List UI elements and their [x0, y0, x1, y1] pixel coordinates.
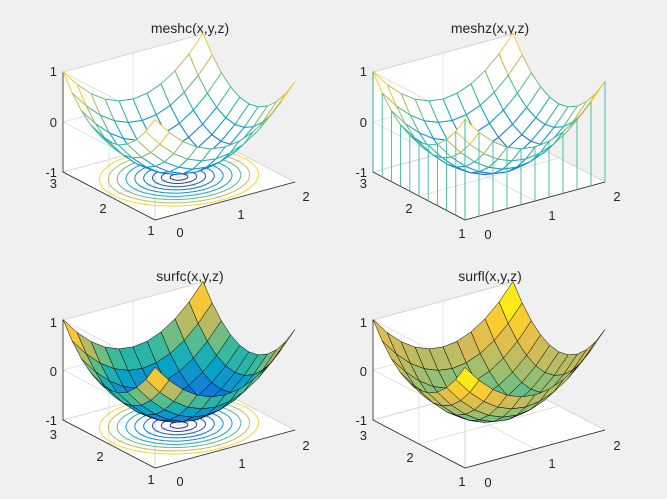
y-tick-label: 2 — [406, 450, 413, 465]
z-tick-label: 1 — [360, 64, 367, 79]
mesh-cell — [145, 118, 170, 146]
x-tick-label: 2 — [302, 189, 309, 204]
y-tick-label: 1 — [458, 474, 465, 489]
x-tick-label: 1 — [548, 208, 555, 223]
curtain — [372, 71, 606, 220]
y-tick-label: 2 — [99, 201, 106, 216]
surface-patch — [455, 367, 480, 393]
subplot-meshz: meshz(x,y,z) 1 0 -1 3 2 1 0 1 2 — [355, 20, 620, 242]
x-axis-line — [154, 429, 296, 469]
subplot-title: surfc(x,y,z) — [156, 268, 223, 284]
z-tick-label: 0 — [360, 364, 367, 379]
y-tick-label: 2 — [96, 449, 103, 464]
x-tick-label: 0 — [176, 474, 183, 489]
subplot-meshc: meshc(x,y,z) 1 0 -1 3 2 1 0 1 2 — [45, 20, 309, 240]
surface — [62, 32, 296, 175]
subplot-title: meshz(x,y,z) — [451, 20, 529, 36]
z-tick-label: 0 — [360, 115, 367, 130]
z-tick-label: -1 — [355, 413, 367, 428]
x-tick-label: 0 — [484, 227, 491, 242]
z-tick-label: 1 — [360, 315, 367, 330]
y-tick-label: 3 — [360, 176, 367, 191]
subplot-title: surfl(x,y,z) — [458, 268, 522, 284]
y-axis-line — [62, 419, 156, 469]
surface — [62, 280, 296, 423]
z-tick-label: -1 — [45, 165, 57, 180]
y-tick-label: 3 — [50, 176, 57, 191]
x-tick-label: 1 — [237, 207, 244, 222]
y-tick-label: 3 — [50, 427, 57, 442]
z-tick-label: -1 — [45, 413, 57, 428]
z-tick-label: 0 — [50, 364, 57, 379]
z-tick-label: 1 — [50, 315, 57, 330]
subplot-title: meshc(x,y,z) — [151, 20, 229, 36]
z-tick-label: 0 — [50, 115, 57, 130]
x-tick-label: 0 — [176, 225, 183, 240]
y-tick-label: 2 — [405, 201, 412, 216]
y-axis-line — [372, 419, 466, 469]
x-tick-label: 2 — [613, 438, 620, 453]
subplot-surfc: surfc(x,y,z) 1 0 -1 3 2 1 0 1 2 — [45, 268, 309, 489]
y-tick-label: 1 — [147, 472, 154, 487]
z-tick-label: -1 — [355, 165, 367, 180]
x-tick-label: 0 — [484, 475, 491, 490]
y-tick-label: 1 — [458, 226, 465, 241]
surface — [372, 32, 606, 175]
mesh-cell — [455, 118, 480, 146]
surface-patch — [145, 367, 170, 393]
y-tick-label: 1 — [147, 223, 154, 238]
x-axis-line — [154, 181, 296, 221]
y-axis-line — [62, 171, 156, 221]
z-tick-label: 1 — [50, 64, 57, 79]
x-tick-label: 2 — [302, 438, 309, 453]
x-tick-label: 2 — [613, 189, 620, 204]
subplot-surfl: surfl(x,y,z) 1 0 -1 3 2 1 0 1 2 — [355, 268, 620, 490]
surface — [372, 280, 606, 423]
x-tick-label: 1 — [238, 456, 245, 471]
x-axis-line — [464, 429, 606, 469]
y-tick-label: 3 — [360, 428, 367, 443]
x-tick-label: 1 — [548, 456, 555, 471]
